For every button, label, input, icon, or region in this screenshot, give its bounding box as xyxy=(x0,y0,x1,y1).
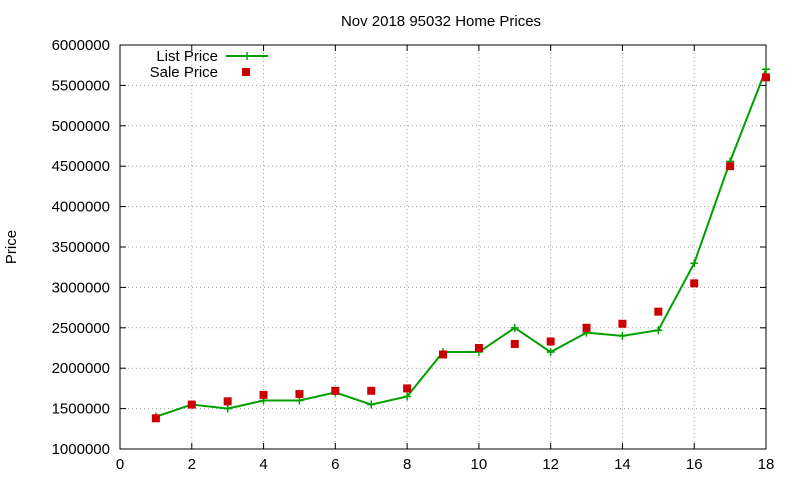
y-tick-label: 2500000 xyxy=(52,320,110,337)
legend-label: Sale Price xyxy=(150,64,218,81)
y-tick-label: 3000000 xyxy=(52,279,110,296)
list-price-point xyxy=(654,326,663,335)
y-tick-label: 5000000 xyxy=(52,118,110,135)
y-tick-label: 3500000 xyxy=(52,239,110,256)
x-tick-label: 6 xyxy=(331,456,339,473)
list-price-point xyxy=(762,65,770,74)
list-price-point xyxy=(546,348,555,357)
sale-price-point xyxy=(403,384,412,393)
chart-title: Nov 2018 95032 Home Prices xyxy=(341,13,541,30)
y-tick-label: 6000000 xyxy=(52,37,110,54)
x-tick-label: 4 xyxy=(259,456,267,473)
x-tick-label: 12 xyxy=(542,456,559,473)
x-tick-label: 18 xyxy=(758,456,775,473)
sale-price-point xyxy=(726,162,735,171)
legend-item-sale-price: Sale Price xyxy=(150,64,250,81)
y-tick-label: 2000000 xyxy=(52,360,110,377)
sale-price-point xyxy=(582,323,591,332)
sale-price-point xyxy=(474,344,483,352)
x-tick-label: 0 xyxy=(116,456,124,473)
sale-price-point xyxy=(618,319,627,328)
y-tick-label: 1000000 xyxy=(52,441,110,458)
axes: 0 2 4 6 8 10 12 14 16 18 1000000 1500000 2000000 2500… xyxy=(52,37,775,473)
sale-price-point xyxy=(259,390,268,399)
sale-price-point xyxy=(187,400,196,409)
sale-price-point xyxy=(367,386,376,395)
legend-square-sample xyxy=(242,68,250,76)
list-price-point xyxy=(510,323,519,332)
list-price-point xyxy=(403,392,412,401)
x-tick-label: 8 xyxy=(403,456,411,473)
grid xyxy=(120,45,766,449)
legend-item-list-price: List Price xyxy=(156,48,268,65)
x-tick-label: 10 xyxy=(471,456,488,473)
sale-price-point xyxy=(762,73,770,82)
list-price-point xyxy=(618,331,627,340)
list-price-point xyxy=(223,404,232,413)
x-tick-label: 14 xyxy=(614,456,631,473)
y-axis-label: Price xyxy=(3,230,20,264)
legend-label: List Price xyxy=(156,48,218,65)
y-tick-label: 4000000 xyxy=(52,199,110,216)
sale-price-point xyxy=(151,414,160,423)
sale-price-point xyxy=(654,307,663,316)
x-tick-label: 2 xyxy=(188,456,196,473)
list-price-point xyxy=(690,259,699,268)
sale-price-point xyxy=(690,279,699,288)
sale-price-point xyxy=(295,390,304,399)
y-tick-label: 5500000 xyxy=(52,77,110,94)
sale-price-point xyxy=(331,386,340,395)
y-tick-label: 1500000 xyxy=(52,401,110,418)
list-price-line xyxy=(155,68,767,418)
list-price-point xyxy=(367,400,376,409)
x-tick-label: 16 xyxy=(686,456,703,473)
sale-price-point xyxy=(223,397,232,406)
series xyxy=(151,65,770,423)
sale-price-point xyxy=(439,350,447,359)
y-tick-label: 4500000 xyxy=(52,158,110,175)
sale-price-point xyxy=(510,339,519,348)
sale-price-point xyxy=(546,337,555,346)
